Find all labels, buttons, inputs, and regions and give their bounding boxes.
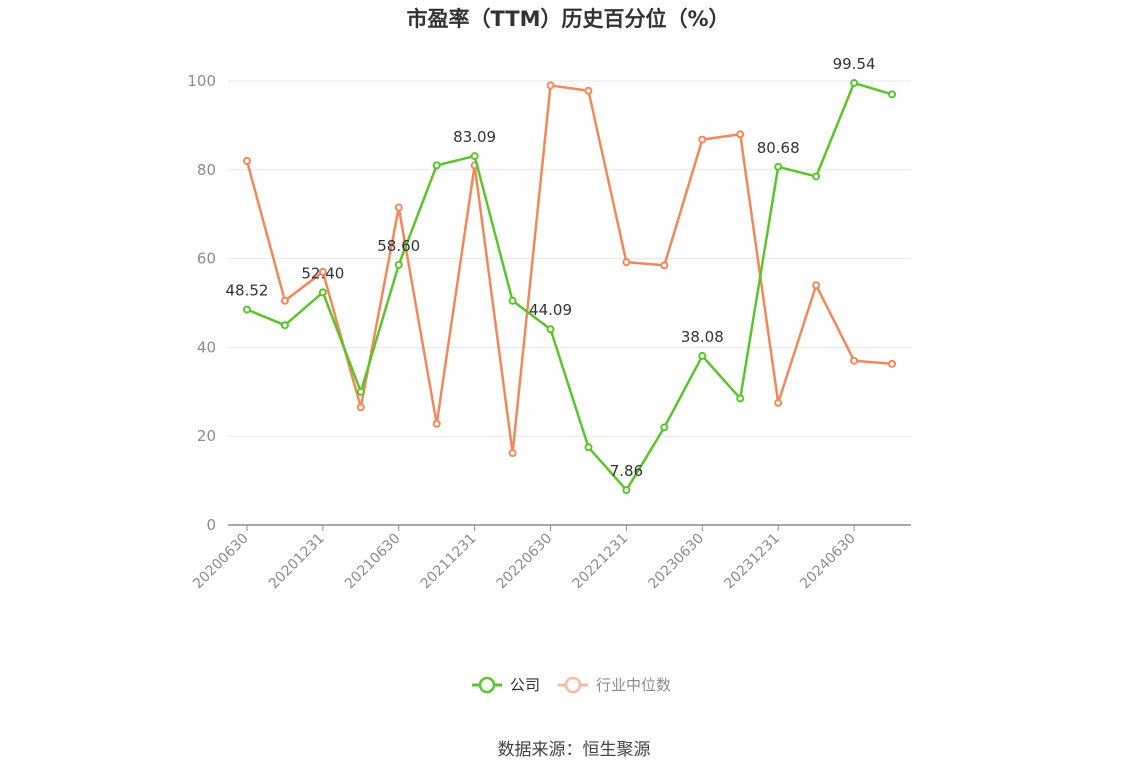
data-label: 52.40 bbox=[301, 264, 344, 282]
data-point bbox=[888, 90, 897, 99]
y-tick-label: 60 bbox=[197, 250, 216, 268]
x-tick-label: 20220630 bbox=[494, 531, 556, 593]
data-point bbox=[850, 79, 859, 88]
grid-lines bbox=[228, 80, 911, 437]
x-tick-label: 20240630 bbox=[797, 531, 859, 593]
series-line-industry-median bbox=[245, 84, 893, 455]
data-point bbox=[508, 449, 517, 458]
data-point bbox=[660, 423, 669, 432]
data-label: 99.54 bbox=[833, 55, 876, 73]
data-label: 80.68 bbox=[757, 139, 800, 157]
x-tick-label: 20221231 bbox=[570, 531, 632, 593]
data-point bbox=[242, 156, 251, 165]
data-point bbox=[812, 172, 821, 181]
x-tick-label: 20210630 bbox=[342, 531, 404, 593]
data-labels: 48.52 52.40 58.60 83.09 44.09 7.86 38.08 80.68 9… bbox=[225, 55, 875, 480]
data-label: 38.08 bbox=[681, 328, 724, 346]
x-tick-label: 20231231 bbox=[721, 531, 783, 593]
data-point bbox=[318, 267, 327, 276]
y-tick-label: 20 bbox=[197, 427, 216, 445]
data-label: 7.86 bbox=[610, 462, 643, 480]
y-tick-label: 80 bbox=[197, 161, 216, 179]
legend-marker bbox=[564, 676, 582, 694]
series-group bbox=[242, 79, 897, 495]
data-point bbox=[394, 203, 403, 212]
data-point bbox=[698, 135, 707, 144]
data-point bbox=[508, 296, 517, 305]
legend-label: 公司 bbox=[510, 676, 540, 694]
legend-item-industry-median[interactable]: 行业中位数 bbox=[558, 676, 671, 694]
data-label: 44.09 bbox=[529, 301, 572, 319]
y-tick-label: 100 bbox=[187, 72, 216, 90]
data-point bbox=[774, 162, 783, 171]
data-point bbox=[318, 288, 327, 297]
data-label: 48.52 bbox=[225, 282, 268, 300]
data-point bbox=[432, 419, 441, 428]
data-point bbox=[280, 296, 289, 305]
data-point bbox=[394, 260, 403, 269]
x-tick-label: 20211231 bbox=[418, 531, 480, 593]
data-point bbox=[774, 398, 783, 407]
data-point bbox=[736, 394, 745, 403]
chart-title: 市盈率（TTM）历史百分位（%） bbox=[406, 7, 729, 31]
legend: 公司 行业中位数 bbox=[472, 676, 671, 694]
data-point bbox=[432, 161, 441, 170]
data-point bbox=[584, 86, 593, 95]
legend-label: 行业中位数 bbox=[596, 676, 671, 694]
data-point bbox=[736, 130, 745, 139]
data-point bbox=[470, 152, 479, 161]
legend-marker bbox=[478, 676, 496, 694]
data-point bbox=[812, 281, 821, 290]
x-tick-label: 20201231 bbox=[266, 531, 328, 593]
data-point bbox=[242, 305, 251, 314]
y-tick-label: 40 bbox=[197, 338, 216, 356]
legend-item-company[interactable]: 公司 bbox=[472, 676, 540, 694]
data-point bbox=[584, 443, 593, 452]
data-point bbox=[698, 351, 707, 360]
data-point bbox=[622, 486, 631, 495]
y-axis: 0 20 40 60 80 100 bbox=[187, 72, 216, 534]
data-point bbox=[546, 81, 555, 90]
data-point bbox=[356, 387, 365, 396]
x-tick-label: 20200630 bbox=[190, 531, 252, 593]
data-point bbox=[280, 321, 289, 330]
data-point bbox=[850, 356, 859, 365]
data-point bbox=[356, 403, 365, 412]
data-point bbox=[546, 325, 555, 334]
series-line-company bbox=[246, 81, 893, 492]
x-axis: 20200630 20201231 20210630 20211231 20220630… bbox=[190, 524, 911, 593]
y-tick-label: 0 bbox=[206, 516, 216, 534]
x-tick-label: 20230630 bbox=[645, 531, 707, 593]
data-label: 58.60 bbox=[377, 237, 420, 255]
source-note: 数据来源：恒生聚源 bbox=[498, 740, 651, 760]
data-label: 83.09 bbox=[453, 128, 496, 146]
data-point bbox=[660, 261, 669, 270]
data-point bbox=[888, 359, 897, 368]
data-point bbox=[622, 258, 631, 267]
